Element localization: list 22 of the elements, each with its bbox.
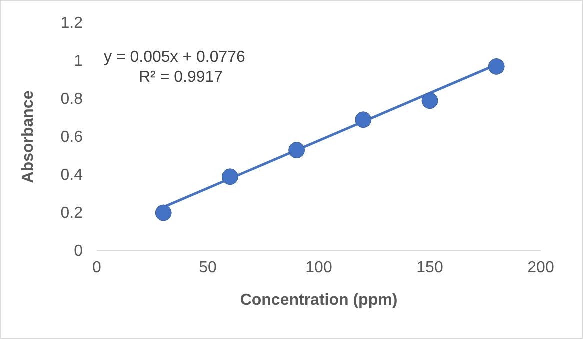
y-axis-title: Absorbance bbox=[20, 90, 37, 184]
point bbox=[288, 142, 306, 159]
point bbox=[422, 92, 438, 110]
annotation: y = 0.005x + 0.0776 bbox=[104, 49, 246, 66]
y-tick-label: 0 bbox=[74, 243, 84, 260]
point bbox=[488, 58, 505, 75]
x-tick-label: 0 bbox=[92, 259, 102, 276]
y-tick-label: 0.6 bbox=[60, 129, 84, 146]
x-tick-label: 100 bbox=[306, 259, 332, 276]
y-tick-label: 1 bbox=[74, 53, 84, 70]
point bbox=[222, 168, 238, 186]
point bbox=[155, 204, 172, 222]
x-axis-title: Concentration (ppm) bbox=[240, 292, 398, 309]
x-tick-label: 200 bbox=[528, 259, 554, 276]
annotation: R² = 0.9917 bbox=[139, 69, 224, 86]
x-tick-label: 50 bbox=[199, 259, 217, 276]
y-tick-label: 0.8 bbox=[60, 91, 84, 108]
x-tick-label: 150 bbox=[416, 259, 444, 276]
y-tick-label: 0.2 bbox=[60, 205, 84, 222]
y-tick-label: 1.2 bbox=[60, 15, 84, 32]
y-tick-label: 0.4 bbox=[60, 167, 84, 184]
point bbox=[355, 112, 372, 128]
